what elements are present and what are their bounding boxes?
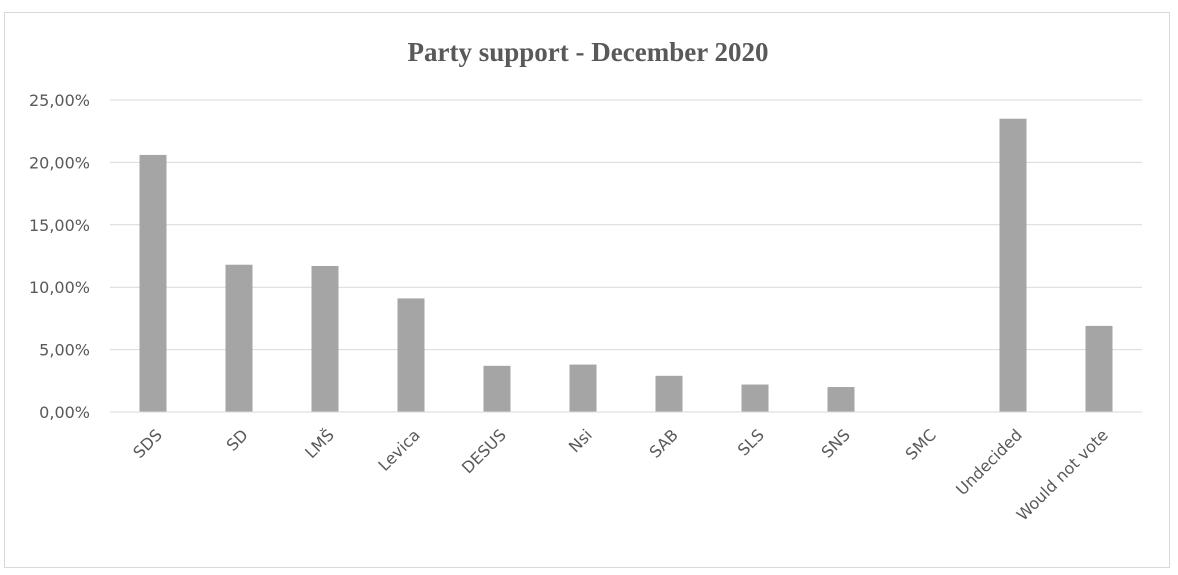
bar-desus	[483, 365, 511, 412]
y-tick-label: 15,00%	[29, 216, 90, 235]
y-tick-label: 0,00%	[39, 403, 90, 422]
bar-sd	[225, 264, 253, 412]
y-tick-label: 10,00%	[29, 278, 90, 297]
bar-nsi	[569, 364, 597, 412]
y-tick-label: 20,00%	[29, 153, 90, 172]
bar-levica	[397, 298, 425, 412]
x-category-label: SNS	[818, 425, 854, 461]
x-category-label: Would not vote	[1013, 425, 1112, 524]
x-category-label: LMŠ	[301, 425, 338, 462]
x-category-label: SMC	[902, 425, 940, 463]
x-category-label: SLS	[734, 425, 768, 459]
bar-would-not-vote	[1085, 325, 1113, 412]
bars	[139, 118, 1113, 413]
x-category-label: SDS	[129, 425, 166, 462]
y-tick-label: 25,00%	[29, 91, 90, 110]
x-category-label: SAB	[646, 425, 682, 461]
bar-sls	[741, 384, 769, 412]
x-category-label: Undecided	[952, 425, 1026, 499]
bar-sab	[655, 375, 683, 412]
x-category-label: DESUS	[458, 425, 510, 477]
gridlines	[110, 99, 1142, 351]
bar-sds	[139, 154, 167, 413]
y-tick-label: 5,00%	[39, 341, 90, 360]
x-category-label: Levica	[374, 425, 423, 474]
chart-frame	[4, 12, 1170, 568]
bar-sns	[827, 387, 855, 412]
bar-lm-	[311, 265, 339, 412]
x-axis-category-labels: SDS SD LMŠ Levica DESUS Nsi SAB SLS SNS SMC Undeci…	[129, 425, 1112, 524]
x-category-label: Nsi	[565, 425, 596, 456]
x-category-label: SD	[222, 425, 251, 454]
y-axis-tick-labels: 0,00% 5,00% 10,00% 15,00% 20,00% 25,00%	[29, 91, 90, 422]
bar-undecided	[999, 118, 1027, 412]
chart-title: Party support - December 2020	[408, 37, 769, 67]
